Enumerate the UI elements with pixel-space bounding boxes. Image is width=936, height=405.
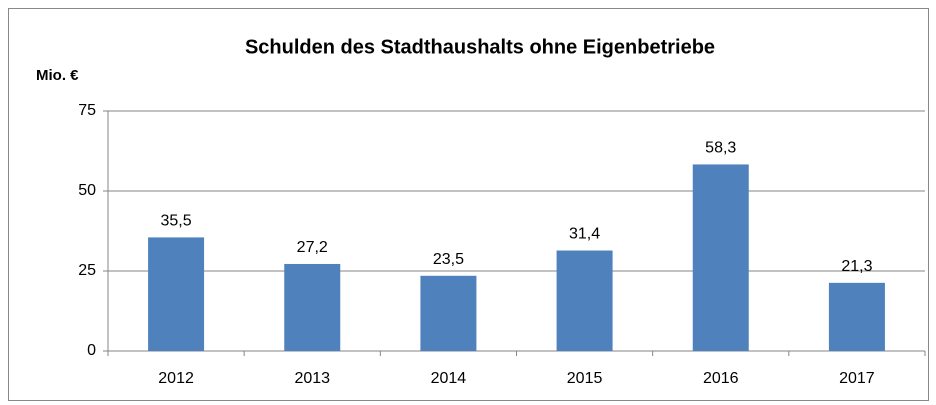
x-tick-label: 2014 bbox=[431, 370, 467, 387]
x-tick-label: 2016 bbox=[703, 370, 739, 387]
x-tick-label: 2017 bbox=[839, 370, 875, 387]
y-tick-label: 50 bbox=[78, 182, 96, 199]
x-tick-label: 2013 bbox=[294, 370, 330, 387]
data-label: 31,4 bbox=[569, 226, 600, 243]
bar bbox=[828, 282, 885, 351]
bar bbox=[284, 263, 341, 351]
y-tick-label: 25 bbox=[78, 262, 96, 279]
y-tick-label: 75 bbox=[78, 102, 96, 119]
bar bbox=[556, 250, 613, 351]
chart-title: Schulden des Stadthaushalts ohne Eigenbe… bbox=[245, 36, 715, 58]
y-tick-label: 0 bbox=[87, 342, 96, 359]
data-label: 58,3 bbox=[705, 140, 736, 157]
x-tick-label: 2012 bbox=[158, 370, 194, 387]
data-label: 23,5 bbox=[433, 251, 464, 268]
x-tick-label: 2015 bbox=[567, 370, 603, 387]
data-label: 21,3 bbox=[841, 258, 872, 275]
bar bbox=[692, 164, 749, 351]
bar bbox=[148, 237, 205, 351]
data-label: 35,5 bbox=[161, 213, 192, 230]
data-label: 27,2 bbox=[297, 239, 328, 256]
bar bbox=[420, 275, 477, 351]
y-axis-label: Mio. € bbox=[36, 67, 79, 84]
